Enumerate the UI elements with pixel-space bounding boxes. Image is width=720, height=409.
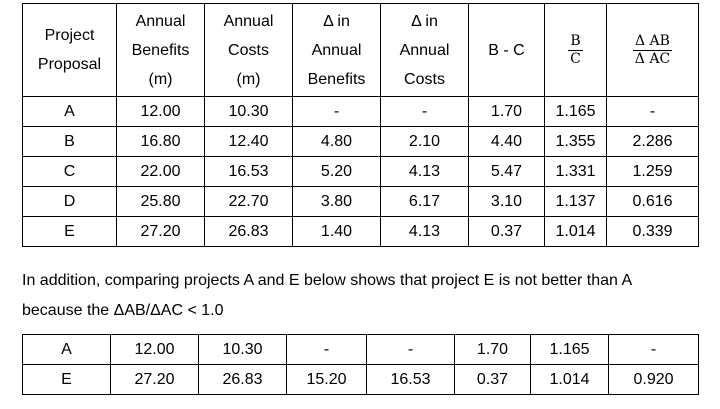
table2-row: A 12.00 10.30- -1.70 1.165- bbox=[22, 334, 699, 365]
value-cell: 26.83 bbox=[198, 364, 287, 395]
value-cell: 4.40 bbox=[468, 126, 545, 157]
header-annual-benefits: Annual Benefits (m) bbox=[116, 3, 205, 97]
value-cell: 0.920 bbox=[608, 364, 699, 395]
value-cell: 1.259 bbox=[606, 156, 699, 187]
value-cell: 16.53 bbox=[204, 156, 293, 187]
header-row: Project Proposal Annual Benefits (m) Annual… bbox=[22, 3, 699, 97]
value-cell: - bbox=[608, 334, 699, 365]
table1-row: A 12.00 10.30- -1.70 1.165- bbox=[22, 96, 699, 127]
value-cell: 10.30 bbox=[198, 334, 287, 365]
value-cell: 1.40 bbox=[292, 216, 381, 247]
value-cell: - bbox=[380, 96, 469, 127]
table1-row: E 27.20 26.83 1.40 4.13 0.37 1.014 0.339 bbox=[22, 216, 699, 247]
value-cell: - bbox=[292, 96, 381, 127]
value-cell: 12.00 bbox=[116, 96, 205, 127]
header-annual-costs: Annual Costs (m) bbox=[204, 3, 293, 97]
value-cell: 0.37 bbox=[454, 364, 531, 395]
value-cell: 1.137 bbox=[544, 186, 607, 217]
project-label-cell: D bbox=[22, 186, 117, 217]
value-cell: 5.20 bbox=[292, 156, 381, 187]
value-cell: 5.47 bbox=[468, 156, 545, 187]
value-cell: 6.17 bbox=[380, 186, 469, 217]
value-cell: 1.70 bbox=[454, 334, 531, 365]
value-cell: 15.20 bbox=[286, 364, 367, 395]
project-label-cell: C bbox=[22, 156, 117, 187]
value-cell: 25.80 bbox=[116, 186, 205, 217]
value-cell: 1.355 bbox=[544, 126, 607, 157]
value-cell: 3.80 bbox=[292, 186, 381, 217]
a-vs-e-table: A 12.00 10.30- -1.70 1.165- E 27.20 26.83 15.20 1… bbox=[22, 334, 699, 395]
value-cell: 0.616 bbox=[606, 186, 699, 217]
value-cell: - bbox=[606, 96, 699, 127]
value-cell: 27.20 bbox=[116, 216, 205, 247]
table2-row: E 27.20 26.83 15.20 16.53 0.37 1.014 0.920 bbox=[22, 364, 699, 395]
value-cell: 4.13 bbox=[380, 156, 469, 187]
value-cell: 22.70 bbox=[204, 186, 293, 217]
value-cell: 22.00 bbox=[116, 156, 205, 187]
header-b-minus-c: B - C bbox=[468, 3, 545, 97]
value-cell: 27.20 bbox=[110, 364, 199, 395]
table1-row: B 16.80 12.40 4.80 2.10 4.40 1.355 2.286 bbox=[22, 126, 699, 157]
table1-row: C 22.00 16.53 5.20 4.13 5.47 1.331 1.259 bbox=[22, 156, 699, 187]
project-label-cell: E bbox=[22, 216, 117, 247]
paragraph-line-2: because the ΔAB/ΔAC < 1.0 bbox=[22, 302, 224, 319]
project-label-cell: A bbox=[22, 334, 111, 365]
project-label-cell: A bbox=[22, 96, 117, 127]
value-cell: 3.10 bbox=[468, 186, 545, 217]
main-comparison-table: Project Proposal Annual Benefits (m) Annual… bbox=[22, 3, 699, 247]
project-label-cell: E bbox=[22, 364, 111, 395]
value-cell: - bbox=[366, 334, 455, 365]
value-cell: 1.165 bbox=[530, 334, 609, 365]
value-cell: 1.165 bbox=[544, 96, 607, 127]
paragraph-line-1: In addition, comparing projects A and E … bbox=[22, 272, 633, 289]
value-cell: 26.83 bbox=[204, 216, 293, 247]
header-delta-ratio: Δ AB Δ AC bbox=[606, 3, 699, 97]
header-delta-benefits: Δ in Annual Benefits bbox=[292, 3, 381, 97]
header-project: Project Proposal bbox=[22, 3, 117, 97]
value-cell: 0.37 bbox=[468, 216, 545, 247]
value-cell: 16.80 bbox=[116, 126, 205, 157]
value-cell: 1.014 bbox=[530, 364, 609, 395]
value-cell: 1.331 bbox=[544, 156, 607, 187]
table1-row: D 25.80 22.70 3.80 6.17 3.10 1.137 0.616 bbox=[22, 186, 699, 217]
value-cell: 4.80 bbox=[292, 126, 381, 157]
project-label-cell: B bbox=[22, 126, 117, 157]
value-cell: 2.286 bbox=[606, 126, 699, 157]
value-cell: 0.339 bbox=[606, 216, 699, 247]
explanation-paragraph: In addition, comparing projects A and E … bbox=[22, 266, 712, 326]
value-cell: 12.00 bbox=[110, 334, 199, 365]
value-cell: 1.014 bbox=[544, 216, 607, 247]
value-cell: 4.13 bbox=[380, 216, 469, 247]
value-cell: 10.30 bbox=[204, 96, 293, 127]
value-cell: 16.53 bbox=[366, 364, 455, 395]
value-cell: - bbox=[286, 334, 367, 365]
value-cell: 12.40 bbox=[204, 126, 293, 157]
header-delta-costs: Δ in Annual Costs bbox=[380, 3, 469, 97]
value-cell: 2.10 bbox=[380, 126, 469, 157]
value-cell: 1.70 bbox=[468, 96, 545, 127]
